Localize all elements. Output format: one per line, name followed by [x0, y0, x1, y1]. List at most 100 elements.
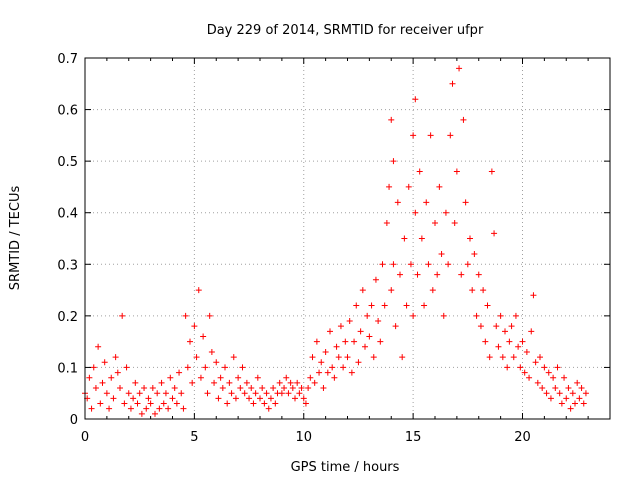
data-point [134, 400, 141, 407]
data-point [418, 235, 425, 242]
data-point [464, 261, 471, 268]
data-point [523, 348, 530, 355]
y-tick-label: 0.7 [57, 52, 78, 67]
data-point [114, 369, 121, 376]
data-point [119, 312, 126, 319]
data-point [178, 390, 185, 397]
data-point [359, 287, 366, 294]
data-point [239, 364, 246, 371]
data-point [582, 390, 589, 397]
data-point [160, 400, 167, 407]
data-point [442, 209, 449, 216]
data-point [504, 364, 511, 371]
data-point [344, 354, 351, 361]
data-point [530, 292, 537, 299]
data-point [362, 343, 368, 350]
data-point [261, 400, 268, 407]
data-point [534, 379, 541, 386]
data-point [267, 395, 274, 402]
data-point [294, 379, 301, 386]
data-point [554, 364, 561, 371]
data-point [390, 261, 397, 268]
data-point [132, 379, 139, 386]
data-point [213, 359, 220, 366]
data-point [121, 400, 128, 407]
data-point [232, 395, 239, 402]
x-axis: 0 5 10 15 20 [81, 58, 589, 445]
grid [85, 58, 610, 419]
data-point [237, 385, 244, 392]
data-point [327, 328, 333, 335]
x-tick-label: 10 [295, 430, 312, 445]
data-point [515, 343, 522, 350]
x-tick-label: 15 [405, 430, 422, 445]
data-point [517, 364, 524, 371]
data-point [259, 385, 266, 392]
data-point [162, 390, 169, 397]
data-point [127, 405, 134, 412]
data-point [394, 199, 401, 206]
data-point [381, 302, 388, 309]
data-point [99, 379, 106, 386]
data-point [370, 354, 377, 361]
y-axis-label: SRMTID / TECUs [8, 186, 23, 291]
data-point [278, 390, 285, 397]
data-point [101, 359, 108, 366]
data-point [506, 338, 513, 345]
data-point [550, 374, 557, 381]
data-point [410, 132, 417, 139]
data-point [141, 385, 148, 392]
data-point [86, 374, 93, 381]
data-point [390, 158, 397, 165]
data-point [270, 385, 277, 392]
data-point [287, 379, 294, 386]
data-point [224, 400, 231, 407]
data-point [392, 323, 399, 330]
data-point [427, 132, 434, 139]
data-point [217, 374, 224, 381]
data-point [335, 354, 342, 361]
data-point [397, 271, 403, 278]
data-point [497, 312, 504, 319]
x-tick-label: 5 [190, 430, 198, 445]
data-point [252, 390, 259, 397]
data-point [204, 390, 211, 397]
data-point [449, 80, 456, 87]
data-point [313, 338, 320, 345]
data-point [407, 261, 414, 268]
data-point [265, 405, 272, 412]
data-point [296, 390, 303, 397]
data-point [547, 395, 554, 402]
data-point [285, 390, 292, 397]
data-point [106, 405, 113, 412]
data-point [156, 405, 163, 412]
data-point [508, 323, 515, 330]
data-point [184, 364, 191, 371]
data-point [473, 312, 480, 319]
data-point [486, 354, 493, 361]
data-point [475, 271, 482, 278]
data-point [405, 183, 412, 190]
data-point [388, 287, 395, 294]
y-tick-label: 0.4 [57, 207, 78, 222]
data-point [311, 379, 318, 386]
data-point [379, 261, 386, 268]
data-point [353, 302, 360, 309]
data-point [445, 261, 452, 268]
data-point [399, 354, 406, 361]
data-point [215, 395, 222, 402]
data-point [187, 338, 193, 345]
x-tick-label: 20 [514, 430, 531, 445]
data-point [125, 390, 132, 397]
y-tick-label: 0.1 [57, 361, 78, 376]
data-point [375, 318, 382, 325]
data-point [403, 302, 410, 309]
data-point [471, 250, 478, 257]
x-axis-label: GPS time / hours [291, 460, 400, 475]
data-point [337, 323, 344, 330]
data-point [307, 374, 314, 381]
data-point [333, 343, 340, 350]
data-point [539, 385, 546, 392]
data-point [495, 343, 502, 350]
data-point [456, 65, 463, 72]
